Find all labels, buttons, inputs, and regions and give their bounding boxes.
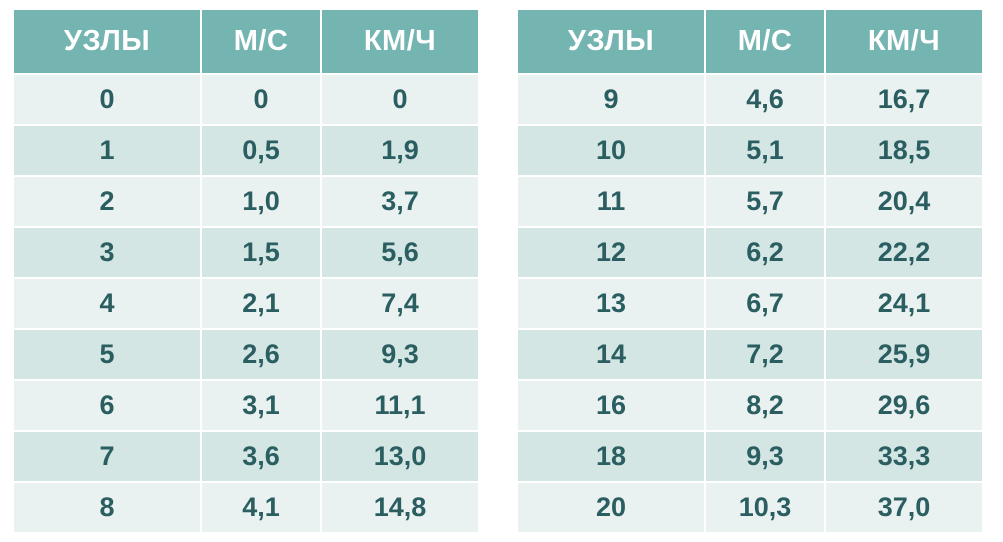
table-row: 105,118,5: [518, 126, 982, 175]
table-row: 189,333,3: [518, 432, 982, 481]
col-mps: М/С: [706, 10, 824, 73]
cell: 5,6: [322, 228, 478, 277]
cell: 1,5: [202, 228, 320, 277]
cell: 3: [14, 228, 200, 277]
cell: 9,3: [322, 330, 478, 379]
cell: 9,3: [706, 432, 824, 481]
table-row: 2010,337,0: [518, 483, 982, 532]
cell: 6,2: [706, 228, 824, 277]
col-knots: УЗЛЫ: [14, 10, 200, 73]
tables-wrapper: УЗЛЫ М/С КМ/Ч 00010,51,921,03,731,55,642…: [0, 0, 1003, 542]
table-row: 94,616,7: [518, 75, 982, 124]
cell: 0: [202, 75, 320, 124]
col-mps: М/С: [202, 10, 320, 73]
cell: 3,6: [202, 432, 320, 481]
cell: 7: [14, 432, 200, 481]
conversion-table-right: УЗЛЫ М/С КМ/Ч 94,616,7105,118,5115,720,4…: [516, 8, 984, 534]
cell: 25,9: [826, 330, 982, 379]
table-row: 115,720,4: [518, 177, 982, 226]
cell: 29,6: [826, 381, 982, 430]
cell: 2,6: [202, 330, 320, 379]
header-row: УЗЛЫ М/С КМ/Ч: [518, 10, 982, 73]
table-row: 10,51,9: [14, 126, 478, 175]
cell: 10: [518, 126, 704, 175]
table-row: 136,724,1: [518, 279, 982, 328]
table-row: 000: [14, 75, 478, 124]
cell: 4: [14, 279, 200, 328]
cell: 0,5: [202, 126, 320, 175]
cell: 13: [518, 279, 704, 328]
cell: 1,9: [322, 126, 478, 175]
cell: 4,1: [202, 483, 320, 532]
table-row: 52,69,3: [14, 330, 478, 379]
conversion-table-left: УЗЛЫ М/С КМ/Ч 00010,51,921,03,731,55,642…: [12, 8, 480, 534]
table-row: 168,229,6: [518, 381, 982, 430]
cell: 5: [14, 330, 200, 379]
col-knots: УЗЛЫ: [518, 10, 704, 73]
cell: 6: [14, 381, 200, 430]
cell: 7,4: [322, 279, 478, 328]
table-row: 126,222,2: [518, 228, 982, 277]
header-row: УЗЛЫ М/С КМ/Ч: [14, 10, 478, 73]
cell: 20,4: [826, 177, 982, 226]
col-kmh: КМ/Ч: [322, 10, 478, 73]
cell: 22,2: [826, 228, 982, 277]
table-right-body: 94,616,7105,118,5115,720,4126,222,2136,7…: [518, 75, 982, 532]
table-row: 63,111,1: [14, 381, 478, 430]
cell: 3,7: [322, 177, 478, 226]
cell: 6,7: [706, 279, 824, 328]
cell: 13,0: [322, 432, 478, 481]
cell: 12: [518, 228, 704, 277]
cell: 14: [518, 330, 704, 379]
cell: 18: [518, 432, 704, 481]
cell: 37,0: [826, 483, 982, 532]
cell: 5,1: [706, 126, 824, 175]
col-kmh: КМ/Ч: [826, 10, 982, 73]
table-row: 147,225,9: [518, 330, 982, 379]
cell: 1: [14, 126, 200, 175]
cell: 16: [518, 381, 704, 430]
table-row: 31,55,6: [14, 228, 478, 277]
cell: 24,1: [826, 279, 982, 328]
table-left-body: 00010,51,921,03,731,55,642,17,452,69,363…: [14, 75, 478, 532]
cell: 4,6: [706, 75, 824, 124]
cell: 9: [518, 75, 704, 124]
cell: 14,8: [322, 483, 478, 532]
cell: 10,3: [706, 483, 824, 532]
table-row: 73,613,0: [14, 432, 478, 481]
cell: 5,7: [706, 177, 824, 226]
cell: 0: [322, 75, 478, 124]
cell: 11,1: [322, 381, 478, 430]
cell: 18,5: [826, 126, 982, 175]
cell: 11: [518, 177, 704, 226]
cell: 16,7: [826, 75, 982, 124]
cell: 8,2: [706, 381, 824, 430]
cell: 1,0: [202, 177, 320, 226]
cell: 8: [14, 483, 200, 532]
cell: 2: [14, 177, 200, 226]
table-row: 21,03,7: [14, 177, 478, 226]
table-row: 84,114,8: [14, 483, 478, 532]
cell: 20: [518, 483, 704, 532]
cell: 3,1: [202, 381, 320, 430]
cell: 33,3: [826, 432, 982, 481]
cell: 0: [14, 75, 200, 124]
cell: 7,2: [706, 330, 824, 379]
cell: 2,1: [202, 279, 320, 328]
table-row: 42,17,4: [14, 279, 478, 328]
